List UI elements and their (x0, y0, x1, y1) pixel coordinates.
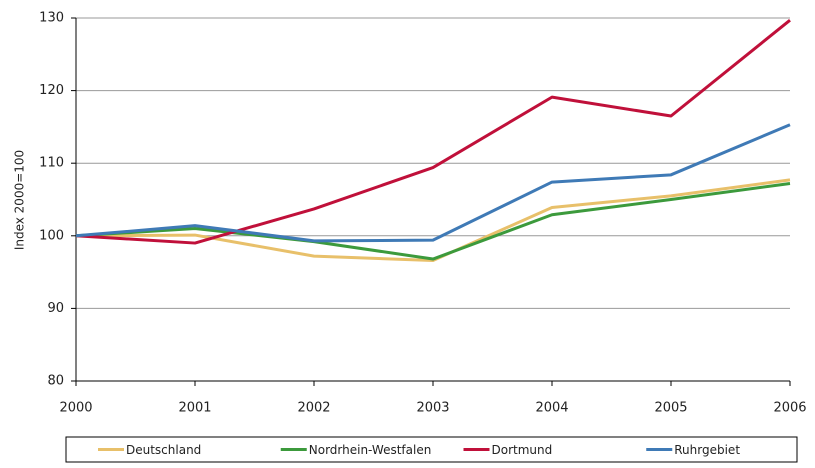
legend-label: Ruhrgebiet (674, 443, 740, 457)
series-line (75, 178, 791, 262)
y-tick-label: 80 (47, 374, 64, 389)
x-tick-label: 2005 (654, 401, 687, 416)
series-line (75, 182, 791, 261)
y-tick-label: 130 (39, 11, 64, 26)
x-tick-label: 2006 (773, 401, 806, 416)
y-axis-label: Index 2000=100 (13, 150, 27, 250)
legend-label: Nordrhein-Westfalen (309, 443, 432, 457)
x-tick-label: 2004 (535, 401, 568, 416)
y-tick-label: 110 (39, 156, 64, 171)
series-line (75, 19, 791, 245)
x-tick-label: 2000 (59, 401, 92, 416)
legend-label: Dortmund (492, 443, 553, 457)
x-tick-label: 2003 (416, 401, 449, 416)
series-line (75, 123, 791, 243)
y-tick-label: 100 (39, 228, 64, 243)
legend-label: Deutschland (126, 443, 201, 457)
y-tick-label: 120 (39, 83, 64, 98)
y-tick-label: 90 (47, 301, 64, 316)
x-tick-label: 2001 (178, 401, 211, 416)
x-tick-label: 2002 (297, 401, 330, 416)
legend-box (65, 436, 798, 463)
